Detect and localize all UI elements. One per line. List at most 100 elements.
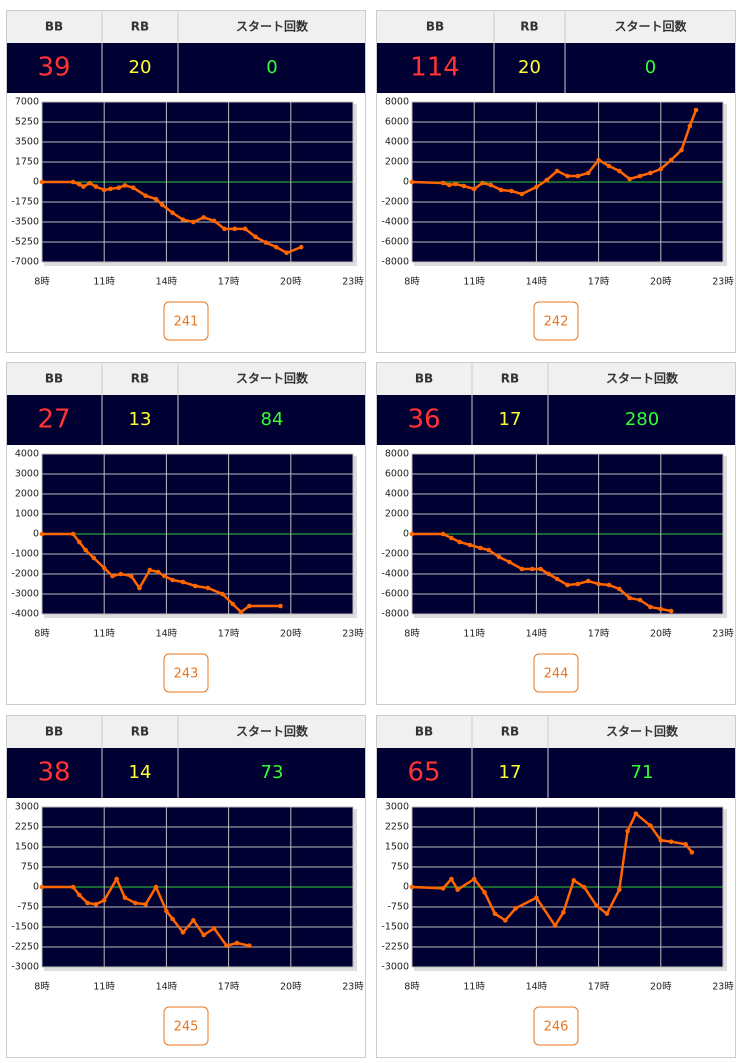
machine-button[interactable] xyxy=(533,653,579,693)
data-point xyxy=(492,911,498,916)
column-header: BB xyxy=(426,20,444,34)
x-tick-label: 8時 xyxy=(404,277,420,288)
data-point xyxy=(114,876,119,882)
x-tick-label: 23時 xyxy=(712,277,734,288)
cell-value: 14 xyxy=(129,762,152,783)
y-tick-label: 1500 xyxy=(15,842,39,853)
machine-button-label[interactable]: 245 xyxy=(174,1020,199,1035)
column-header: BB xyxy=(45,20,63,34)
cell-value: 65 xyxy=(407,758,440,788)
data-point xyxy=(453,181,458,187)
table-header xyxy=(377,11,735,43)
data-point xyxy=(220,591,225,597)
column-header: RB xyxy=(131,372,149,386)
data-point xyxy=(70,884,76,890)
data-point xyxy=(91,555,97,561)
x-tick-label: 20時 xyxy=(280,277,302,288)
panel: BB 114 RB 20 スタート回数 0 242 8000 6000 4000 2000 0 -200… xyxy=(376,10,736,353)
data-point xyxy=(503,918,508,923)
data-point xyxy=(552,923,558,928)
data-point xyxy=(679,147,684,153)
data-point xyxy=(81,184,86,189)
y-tick-label: -1500 xyxy=(11,922,39,933)
data-point xyxy=(471,876,477,882)
y-tick-label: 6000 xyxy=(385,117,409,128)
x-tick-label: 14時 xyxy=(526,629,548,640)
data-point xyxy=(143,902,148,907)
data-point xyxy=(39,179,45,185)
x-tick-label: 20時 xyxy=(650,629,672,640)
y-tick-label: -1000 xyxy=(11,549,39,560)
x-tick-label: 20時 xyxy=(280,629,302,640)
y-tick-label: -2000 xyxy=(381,197,409,208)
data-point xyxy=(298,244,304,250)
cell-value: 20 xyxy=(518,57,541,78)
y-tick-label: -1750 xyxy=(11,197,39,208)
data-point xyxy=(627,595,632,601)
cell-value: 17 xyxy=(499,409,522,430)
cell-value: 38 xyxy=(37,758,70,788)
data-point xyxy=(596,581,601,587)
data-point xyxy=(180,579,186,585)
x-tick-label: 14時 xyxy=(526,982,548,993)
data-point xyxy=(538,566,543,572)
y-tick-label: -8000 xyxy=(381,257,409,268)
data-point xyxy=(253,234,258,240)
data-point xyxy=(565,582,570,588)
panel: BB 36 RB 17 スタート回数 280 244 8000 6000 4000 2000 0 -20… xyxy=(376,362,736,705)
x-tick-label: 23時 xyxy=(712,629,734,640)
machine-button-label[interactable]: 241 xyxy=(174,315,199,330)
data-point xyxy=(234,940,240,946)
data-point xyxy=(689,850,695,855)
machine-button[interactable] xyxy=(163,301,209,341)
cell-value: 27 xyxy=(37,405,70,435)
machine-button[interactable] xyxy=(533,301,579,341)
data-point xyxy=(87,180,92,186)
x-tick-label: 23時 xyxy=(342,629,364,640)
x-tick-label: 11時 xyxy=(93,277,115,288)
y-tick-label: -750 xyxy=(387,902,409,913)
machine-button-label[interactable]: 244 xyxy=(544,667,569,682)
y-tick-label: -7000 xyxy=(11,257,39,268)
data-point xyxy=(70,531,76,537)
y-tick-label: 0 xyxy=(403,177,409,188)
machine-button[interactable] xyxy=(163,1006,209,1046)
machine-button-label[interactable]: 246 xyxy=(544,1020,569,1035)
data-point xyxy=(467,542,473,548)
data-point xyxy=(108,186,113,192)
machine-button-label[interactable]: 242 xyxy=(544,315,569,330)
column-header: スタート回数 xyxy=(236,19,309,34)
data-point xyxy=(222,226,227,232)
table-values xyxy=(377,748,735,798)
x-tick-label: 11時 xyxy=(93,629,115,640)
column-header: RB xyxy=(501,725,519,739)
machine-button-label[interactable]: 243 xyxy=(174,667,199,682)
data-point xyxy=(164,908,169,914)
y-tick-label: -4000 xyxy=(381,217,409,228)
data-point xyxy=(409,531,415,537)
data-point xyxy=(561,910,566,915)
data-point xyxy=(581,884,587,890)
data-line xyxy=(411,811,693,929)
x-tick-label: 8時 xyxy=(34,277,50,288)
data-point xyxy=(604,911,610,916)
x-tick-label: 8時 xyxy=(34,982,50,993)
data-point xyxy=(596,157,601,163)
table-header xyxy=(7,11,365,43)
data-point xyxy=(155,569,161,575)
y-tick-label: 0 xyxy=(33,177,39,188)
data-point xyxy=(449,535,454,541)
x-tick-label: 11時 xyxy=(463,982,485,993)
data-point xyxy=(201,932,207,938)
y-tick-label: 0 xyxy=(403,882,409,893)
y-tick-label: -6000 xyxy=(381,237,409,248)
y-tick-label: -2000 xyxy=(11,569,39,580)
machine-button[interactable] xyxy=(533,1006,579,1046)
y-tick-label: 1000 xyxy=(15,509,39,520)
data-point xyxy=(263,240,269,245)
data-point xyxy=(471,186,477,192)
column-header: RB xyxy=(520,20,538,34)
data-point xyxy=(133,900,138,906)
machine-button[interactable] xyxy=(163,653,209,693)
data-point xyxy=(110,573,115,579)
